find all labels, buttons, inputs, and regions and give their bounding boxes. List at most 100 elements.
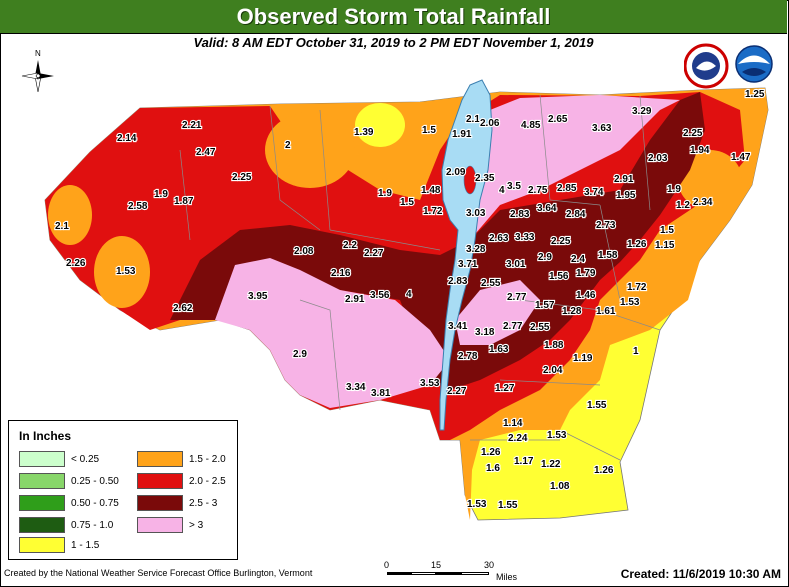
rain-label: 1.26 (627, 239, 647, 250)
rain-label: 3.64 (537, 203, 557, 214)
legend: In Inches < 0.25 0.25 - 0.50 0.50 - 0.75… (8, 420, 238, 560)
rain-label: 2.25 (683, 128, 703, 139)
legend-item: 1 - 1.5 (19, 537, 99, 553)
rain-label: 2.35 (475, 173, 495, 184)
rain-label: 1.61 (596, 306, 616, 317)
nws-logo-icon (684, 43, 729, 89)
rain-label: 2.03 (648, 153, 668, 164)
rain-label: 1.17 (514, 456, 534, 467)
rain-label: 3.74 (584, 187, 604, 198)
rain-label: 2.08 (294, 246, 314, 257)
rain-label: 2.14 (117, 133, 137, 144)
rain-label: 1.53 (547, 430, 567, 441)
legend-swatch (19, 537, 65, 553)
rain-label: 1.87 (174, 196, 194, 207)
legend-swatch (137, 495, 183, 511)
rain-label: 2.91 (345, 294, 365, 305)
county-lines (179, 94, 661, 461)
rain-label: 1.53 (116, 266, 136, 277)
rain-label: 1.9 (378, 188, 392, 199)
rain-label: 1.6 (486, 463, 500, 474)
legend-swatch (19, 451, 65, 467)
rain-label: 1.08 (550, 481, 570, 492)
lake-island (463, 165, 477, 195)
rain-label: 2.62 (173, 303, 193, 314)
rain-label: 1.26 (481, 447, 501, 458)
legend-swatch (19, 517, 65, 533)
rain-label: 2.04 (543, 365, 563, 376)
rain-label: 3.56 (370, 290, 390, 301)
rain-label: 3.41 (448, 321, 468, 332)
rain-label: 2.21 (182, 120, 202, 131)
map-subtitle: Valid: 8 AM EDT October 31, 2019 to 2 PM… (193, 35, 594, 50)
legend-swatch (19, 473, 65, 489)
patch-orange-1 (94, 236, 150, 308)
legend-swatch (137, 451, 183, 467)
rain-label: 1.2 (676, 200, 690, 211)
scale-tick-30: 30 (484, 560, 495, 570)
scale-tick-0: 0 (384, 560, 390, 570)
legend-title: In Inches (19, 429, 72, 443)
scale-unit: Miles (496, 572, 518, 582)
rain-label: 1.5 (400, 197, 414, 208)
rain-label: 1.19 (573, 353, 593, 364)
region-pink-3 (455, 280, 540, 345)
rain-label: 1.5 (422, 125, 436, 136)
legend-item: 0.50 - 0.75 (19, 495, 119, 511)
rain-label: 2.65 (548, 114, 568, 125)
rainfall-labels: 1.25 3.29 2.1 2.06 4.85 2.65 3.63 1.39 1… (54, 88, 766, 512)
rain-label: 1.28 (562, 306, 582, 317)
legend-item: < 0.25 (19, 451, 99, 467)
region-pink-2 (455, 95, 680, 270)
rain-label: 1.47 (731, 152, 751, 163)
rain-label: 1.79 (576, 268, 596, 279)
rain-label: 2.77 (507, 292, 527, 303)
patch-orange-4 (355, 103, 405, 147)
scale-bar: 0 15 30 Miles (384, 560, 518, 586)
lake-champlain (439, 79, 493, 431)
rain-label: 1.15 (655, 240, 675, 251)
rain-label: 1.56 (549, 271, 569, 282)
rain-label: 3.71 (458, 259, 478, 270)
rain-label: 3.28 (466, 244, 486, 255)
legend-swatch (137, 517, 183, 533)
rain-label: 3.53 (420, 378, 440, 389)
rain-label: 3.03 (466, 208, 486, 219)
rain-label: 1.9 (154, 189, 168, 200)
rain-label: 2.2 (343, 240, 357, 251)
rain-label: 1.55 (587, 400, 607, 411)
rain-label: 1.58 (598, 250, 618, 261)
rain-label: 3.34 (346, 382, 366, 393)
rain-label: 1.72 (627, 282, 647, 293)
rainfall-map: 1.25 3.29 2.1 2.06 4.85 2.65 3.63 1.39 1… (44, 79, 769, 521)
rain-label: 2.84 (566, 209, 586, 220)
footer-credit: Created by the National Weather Service … (4, 568, 313, 578)
north-arrow-icon: N (21, 49, 54, 93)
rain-label: 3.5 (507, 181, 521, 192)
rain-label: 2.47 (196, 147, 216, 158)
legend-item: 0.25 - 0.50 (19, 473, 119, 489)
rain-label: 2.25 (551, 236, 571, 247)
rain-label: 1.57 (535, 300, 555, 311)
rain-label: 2.9 (538, 252, 552, 263)
rain-label: 2.55 (481, 278, 501, 289)
rain-label: 1.25 (745, 89, 765, 100)
rain-label: 3.01 (506, 259, 526, 270)
rain-label: 1.53 (467, 499, 487, 510)
rain-label: 2.63 (489, 233, 509, 244)
rain-label: 3.29 (632, 106, 652, 117)
rain-label: 2.85 (557, 183, 577, 194)
rain-label: 2.91 (614, 174, 634, 185)
rain-label: 2.77 (503, 321, 523, 332)
rain-label: 2.83 (448, 276, 468, 287)
patch-orange-2 (48, 185, 92, 245)
rain-label: 1.26 (594, 465, 614, 476)
legend-swatch (137, 473, 183, 489)
rain-label: 3.63 (592, 123, 612, 134)
legend-swatch (19, 495, 65, 511)
rain-label: 1.55 (498, 500, 518, 511)
patch-orange-5 (678, 150, 742, 210)
rain-label: 2.58 (128, 201, 148, 212)
legend-item: 2.5 - 3 (137, 495, 217, 511)
rain-label: 2.27 (447, 386, 467, 397)
